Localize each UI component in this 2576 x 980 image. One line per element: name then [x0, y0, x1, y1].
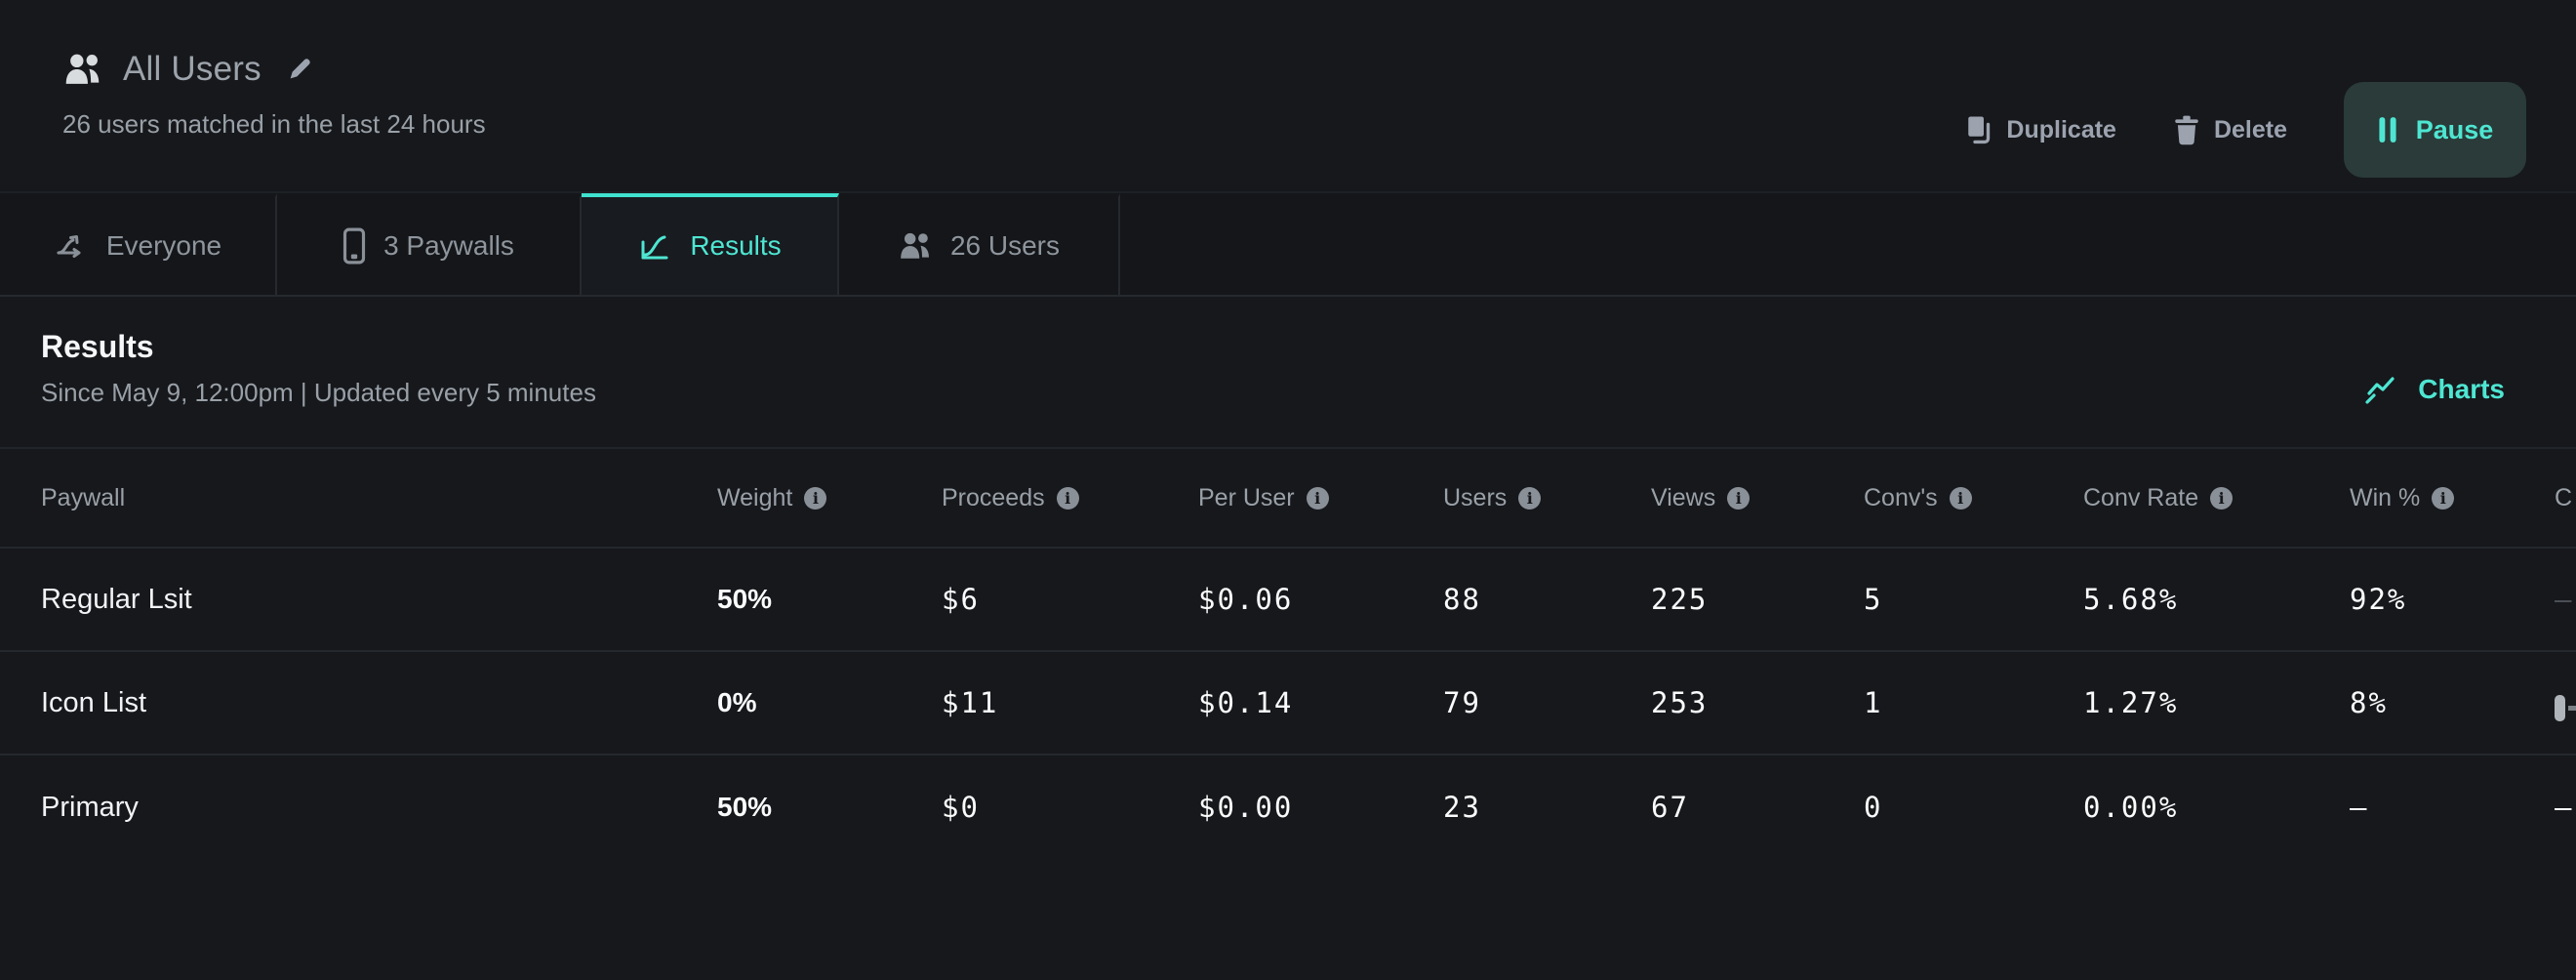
users-value: 79: [1443, 686, 1481, 719]
info-icon[interactable]: i: [1306, 486, 1329, 510]
col-win-pct: Win % i: [2350, 484, 2555, 512]
page-header: All Users 26 users matched in the last 2…: [0, 0, 2576, 191]
info-icon[interactable]: i: [2210, 486, 2234, 510]
weight-value: 50%: [717, 584, 773, 614]
title-row: All Users: [0, 0, 2576, 90]
win-pct-value: 8%: [2350, 686, 2388, 719]
pencil-icon: [285, 55, 314, 84]
charts-button[interactable]: Charts: [2363, 372, 2505, 407]
matched-users-subtitle: 26 users matched in the last 24 hours: [62, 109, 486, 139]
conv-rate-value: 5.68%: [2083, 583, 2179, 616]
col-per-user: Per User i: [1198, 484, 1443, 512]
info-icon[interactable]: i: [1518, 486, 1542, 510]
clipped-value: –: [2555, 791, 2574, 824]
edit-title-button[interactable]: [285, 55, 314, 84]
paywall-name: Regular Lsit: [41, 583, 192, 615]
results-table: Paywall Weight i Proceeds i Per User i User…: [0, 447, 2576, 859]
text-cursor-artifact-tail: [2568, 706, 2576, 711]
split-arrows-icon: [54, 228, 89, 264]
tab-bar: Everyone 3 Paywalls Results: [0, 191, 2576, 297]
charts-label: Charts: [2418, 374, 2505, 404]
info-icon[interactable]: i: [804, 486, 827, 510]
tab-everyone[interactable]: Everyone: [0, 193, 277, 295]
col-users: Users i: [1443, 484, 1651, 512]
pause-icon: [2377, 115, 2398, 144]
views-value: 67: [1651, 791, 1689, 824]
tab-results-label: Results: [690, 230, 782, 261]
users-value: 88: [1443, 583, 1481, 616]
table-row-primary[interactable]: Primary 50% $0 $0.00 23 67 0 0.00% – –: [0, 755, 2576, 859]
duplicate-label: Duplicate: [2006, 115, 2116, 143]
results-subheading: Since May 9, 12:00pm | Updated every 5 m…: [41, 378, 596, 407]
tab-results[interactable]: Results: [582, 193, 839, 295]
info-icon[interactable]: i: [2432, 486, 2455, 510]
per-user-value: $0.00: [1198, 791, 1294, 824]
header-actions: Duplicate Delete: [1966, 82, 2526, 178]
col-paywall: Paywall: [41, 483, 126, 511]
col-views: Views i: [1651, 484, 1864, 512]
weight-value: 0%: [717, 687, 757, 717]
delete-label: Delete: [2213, 115, 2287, 143]
paywall-name: Icon List: [41, 686, 146, 718]
col-clipped: C: [2555, 483, 2573, 511]
table-row-icon-list[interactable]: Icon List 0% $11 $0.14 79 253 1 1.27% 8%: [0, 652, 2576, 755]
col-conv-rate: Conv Rate i: [2083, 484, 2350, 512]
tab-users-label: 26 Users: [949, 230, 1061, 261]
tab-paywalls-label: 3 Paywalls: [383, 230, 514, 261]
table-header-row: Paywall Weight i Proceeds i Per User i User…: [0, 447, 2576, 549]
users-value: 23: [1443, 791, 1481, 824]
proceeds-value: $6: [942, 583, 980, 616]
convs-value: 1: [1864, 686, 1883, 719]
results-heading-block: Results Since May 9, 12:00pm | Updated e…: [41, 329, 596, 407]
views-value: 225: [1651, 583, 1709, 616]
col-weight: Weight i: [717, 484, 942, 512]
tab-paywalls[interactable]: 3 Paywalls: [277, 193, 582, 295]
proceeds-value: $11: [942, 686, 999, 719]
convs-value: 0: [1864, 791, 1883, 824]
table-row-regular-lsit[interactable]: Regular Lsit 50% $6 $0.06 88 225 5 5.68%…: [0, 549, 2576, 652]
per-user-value: $0.14: [1198, 686, 1294, 719]
line-chart-icon: [637, 228, 672, 264]
results-heading: Results: [41, 329, 154, 364]
tab-everyone-label: Everyone: [105, 230, 222, 261]
delete-button[interactable]: Delete: [2173, 114, 2287, 145]
duplicate-icon: [1966, 114, 1992, 145]
info-icon[interactable]: i: [1727, 486, 1751, 510]
weight-value: 50%: [717, 792, 773, 822]
users-icon: [898, 229, 933, 263]
audience-users-icon: [62, 50, 103, 89]
results-bar: Results Since May 9, 12:00pm | Updated e…: [0, 297, 2576, 407]
pause-label: Pause: [2415, 114, 2494, 144]
per-user-value: $0.06: [1198, 583, 1294, 616]
paywall-name: Primary: [41, 791, 139, 823]
phone-icon: [342, 227, 366, 265]
views-value: 253: [1651, 686, 1709, 719]
tab-users[interactable]: 26 Users: [839, 193, 1120, 295]
conv-rate-value: 1.27%: [2083, 686, 2179, 719]
conv-rate-value: 0.00%: [2083, 791, 2179, 824]
info-icon[interactable]: i: [1056, 486, 1079, 510]
pause-button[interactable]: Pause: [2344, 82, 2526, 178]
text-cursor-artifact: [2555, 695, 2565, 721]
col-convs: Conv's i: [1864, 484, 2083, 512]
win-pct-value: –: [2350, 791, 2369, 824]
duplicate-button[interactable]: Duplicate: [1966, 114, 2116, 145]
page-title: All Users: [123, 50, 262, 88]
win-pct-value: 92%: [2350, 583, 2407, 616]
table-body: Regular Lsit 50% $6 $0.06 88 225 5 5.68%…: [0, 549, 2576, 859]
proceeds-value: $0: [942, 791, 980, 824]
trash-icon: [2173, 114, 2200, 145]
col-proceeds: Proceeds i: [942, 484, 1198, 512]
convs-value: 5: [1864, 583, 1883, 616]
charts-zigzag-icon: [2363, 372, 2398, 407]
clipped-value: –: [2555, 583, 2574, 616]
info-icon[interactable]: i: [1949, 486, 1972, 510]
